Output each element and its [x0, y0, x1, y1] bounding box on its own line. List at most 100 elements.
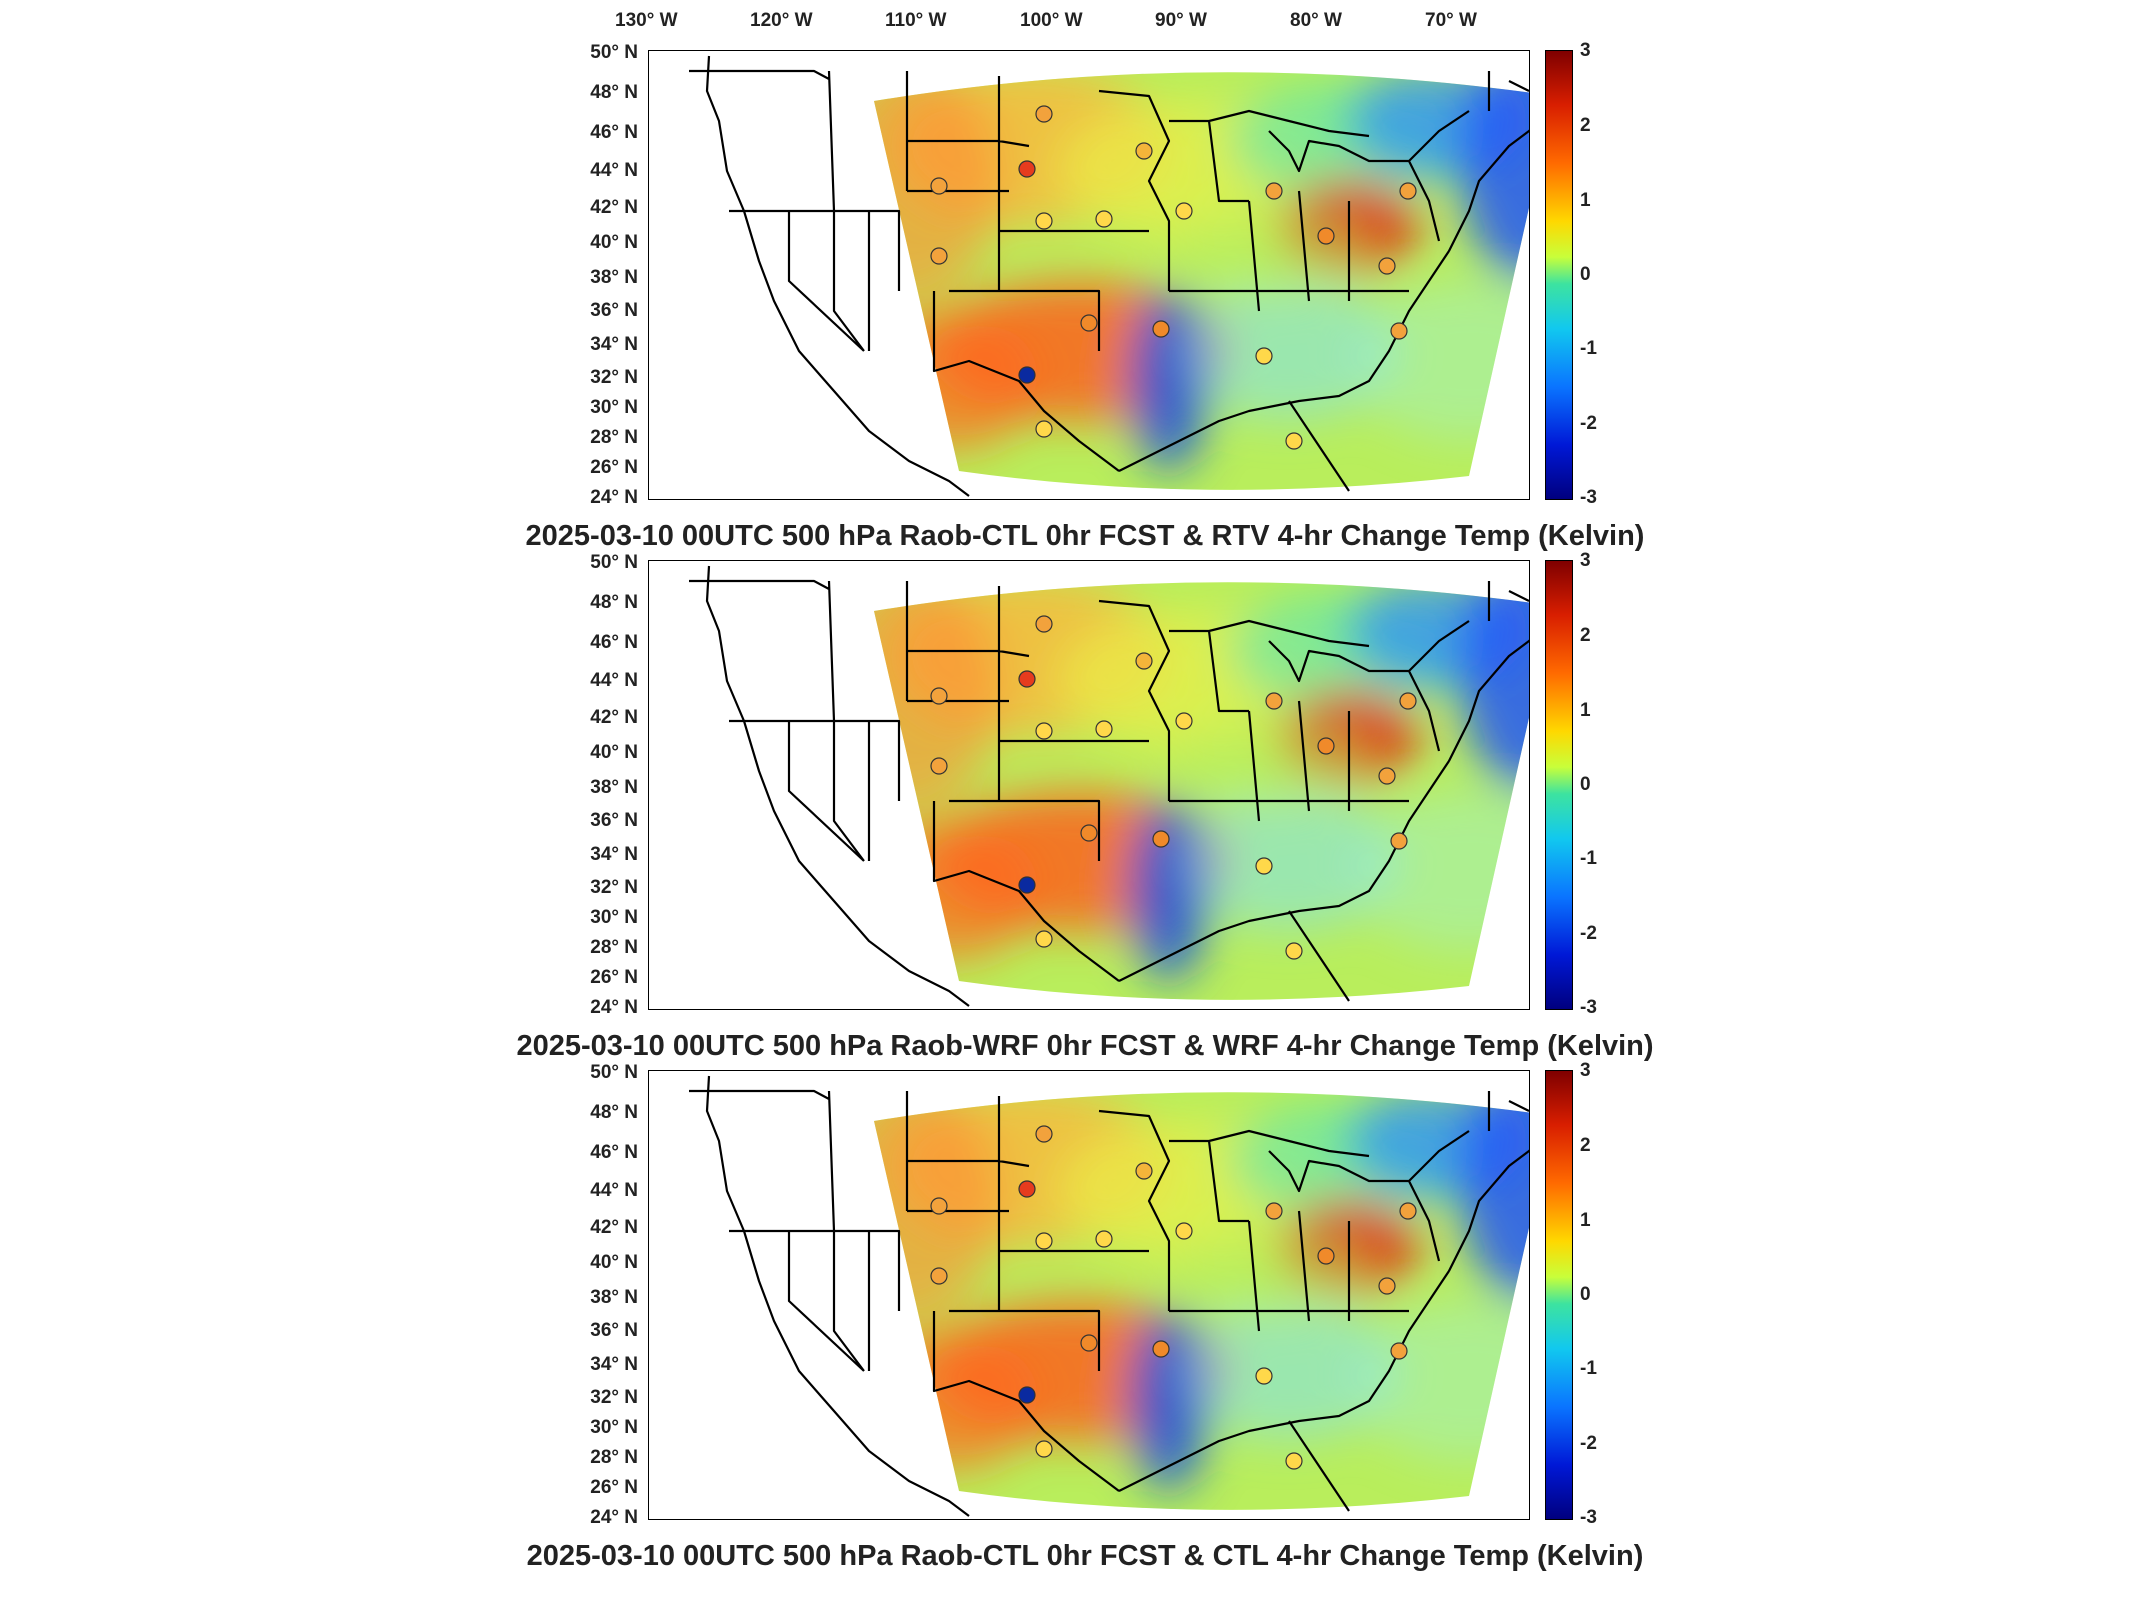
heat-field-patch: [874, 582, 999, 811]
heat-field-patch: [874, 1331, 1039, 1471]
raob-station-marker: [1018, 876, 1036, 894]
raob-station-marker: [1135, 142, 1153, 160]
raob-station-marker: [1175, 712, 1193, 730]
latitude-tick-label: 28° N: [590, 427, 638, 448]
raob-station-marker: [930, 1267, 948, 1285]
latitude-tick-label: 30° N: [590, 1417, 638, 1438]
longitude-tick-label: 130° W: [615, 10, 678, 31]
latitude-tick-label: 34° N: [590, 1354, 638, 1375]
longitude-tick-label: 70° W: [1425, 10, 1477, 31]
longitude-tick-label: 90° W: [1155, 10, 1207, 31]
latitude-tick-label: 50° N: [590, 42, 638, 63]
raob-station-marker: [1018, 366, 1036, 384]
heat-field-patch: [1349, 281, 1529, 441]
latitude-tick-label: 48° N: [590, 592, 638, 613]
latitude-tick-label: 24° N: [590, 487, 638, 508]
latitude-tick-label: 40° N: [590, 1252, 638, 1273]
latitude-tick-label: 34° N: [590, 334, 638, 355]
latitude-tick-label: 44° N: [590, 670, 638, 691]
raob-station-marker: [1035, 212, 1053, 230]
raob-station-marker: [1035, 420, 1053, 438]
longitude-tick-label: 100° W: [1020, 10, 1083, 31]
latitude-tick-label: 38° N: [590, 267, 638, 288]
raob-station-marker: [1035, 1232, 1053, 1250]
heat-field-patch: [1169, 1221, 1369, 1321]
latitude-tick-label: 38° N: [590, 1287, 638, 1308]
map-plot-area: [648, 50, 1530, 500]
raob-station-marker: [1035, 615, 1053, 633]
colorbar-tick-label: 0: [1580, 774, 1591, 795]
raob-station-marker: [1135, 652, 1153, 670]
heat-field-patch: [874, 1092, 999, 1321]
latitude-tick-label: 44° N: [590, 160, 638, 181]
raob-station-marker: [1285, 942, 1303, 960]
colorbar: [1545, 1070, 1573, 1520]
map-plot-area: [648, 1070, 1530, 1520]
latitude-tick-label: 46° N: [590, 1142, 638, 1163]
colorbar-tick-label: 3: [1580, 1060, 1591, 1081]
heat-field-patch: [1179, 791, 1399, 931]
latitude-tick-label: 32° N: [590, 1387, 638, 1408]
raob-station-marker: [1152, 830, 1170, 848]
colorbar-tick-label: 3: [1580, 40, 1591, 61]
raob-station-marker: [1378, 257, 1396, 275]
latitude-tick-label: 30° N: [590, 397, 638, 418]
raob-station-marker: [1399, 692, 1417, 710]
heat-field-patch: [1349, 1301, 1529, 1461]
raob-station-marker: [1018, 670, 1036, 688]
raob-station-marker: [1317, 737, 1335, 755]
raob-station-marker: [1152, 320, 1170, 338]
latitude-tick-label: 36° N: [590, 1320, 638, 1341]
colorbar-tick-label: -2: [1580, 1433, 1597, 1454]
panel-title: 2025-03-10 00UTC 500 hPa Raob-WRF 0hr FC…: [516, 1030, 1654, 1062]
raob-station-marker: [1080, 314, 1098, 332]
colorbar-tick-label: 3: [1580, 550, 1591, 571]
latitude-tick-label: 24° N: [590, 997, 638, 1018]
latitude-tick-label: 50° N: [590, 552, 638, 573]
colorbar-tick-label: -3: [1580, 997, 1597, 1018]
latitude-tick-label: 32° N: [590, 877, 638, 898]
colorbar-tick-label: -2: [1580, 923, 1597, 944]
raob-station-marker: [1285, 432, 1303, 450]
raob-station-marker: [1018, 160, 1036, 178]
longitude-tick-label: 120° W: [750, 10, 813, 31]
latitude-tick-label: 38° N: [590, 777, 638, 798]
raob-station-marker: [1035, 930, 1053, 948]
raob-station-marker: [1317, 227, 1335, 245]
latitude-tick-label: 44° N: [590, 1180, 638, 1201]
colorbar-tick-label: 1: [1580, 1210, 1591, 1231]
latitude-tick-label: 26° N: [590, 1477, 638, 1498]
colorbar-tick-label: 1: [1580, 190, 1591, 211]
raob-station-marker: [930, 687, 948, 705]
latitude-tick-label: 36° N: [590, 300, 638, 321]
raob-station-marker: [1265, 1202, 1283, 1220]
map-panel-wrf: 50° N 48° N 46° N 44° N 42° N 40° N 38° N 36° N…: [0, 550, 2133, 1070]
map-panel-rtv: 50° N 48° N 46° N 44° N 42° N 40° N 38° N 36° N…: [0, 40, 2133, 560]
colorbar: [1545, 50, 1573, 500]
raob-station-marker: [1285, 1452, 1303, 1470]
latitude-tick-label: 46° N: [590, 632, 638, 653]
raob-station-marker: [930, 1197, 948, 1215]
latitude-tick-label: 28° N: [590, 937, 638, 958]
raob-station-marker: [1317, 1247, 1335, 1265]
heat-field-patch: [874, 72, 999, 301]
colorbar-tick-label: -1: [1580, 1358, 1597, 1379]
colorbar-tick-label: 0: [1580, 264, 1591, 285]
latitude-tick-label: 48° N: [590, 1102, 638, 1123]
state-boundaries: [689, 55, 1529, 497]
raob-station-marker: [1255, 857, 1273, 875]
latitude-tick-label: 26° N: [590, 457, 638, 478]
latitude-tick-label: 42° N: [590, 707, 638, 728]
longitude-tick-label: 110° W: [885, 10, 947, 31]
latitude-tick-label: 46° N: [590, 122, 638, 143]
colorbar-tick-label: -1: [1580, 848, 1597, 869]
raob-station-marker: [1152, 1340, 1170, 1358]
heat-field-patch: [1179, 1301, 1399, 1441]
raob-station-marker: [1080, 824, 1098, 842]
map-plot-area: [648, 560, 1530, 1010]
colorbar-tick-label: 1: [1580, 700, 1591, 721]
raob-station-marker: [1135, 1162, 1153, 1180]
colorbar-tick-label: -2: [1580, 413, 1597, 434]
raob-station-marker: [1378, 767, 1396, 785]
raob-station-marker: [1175, 202, 1193, 220]
